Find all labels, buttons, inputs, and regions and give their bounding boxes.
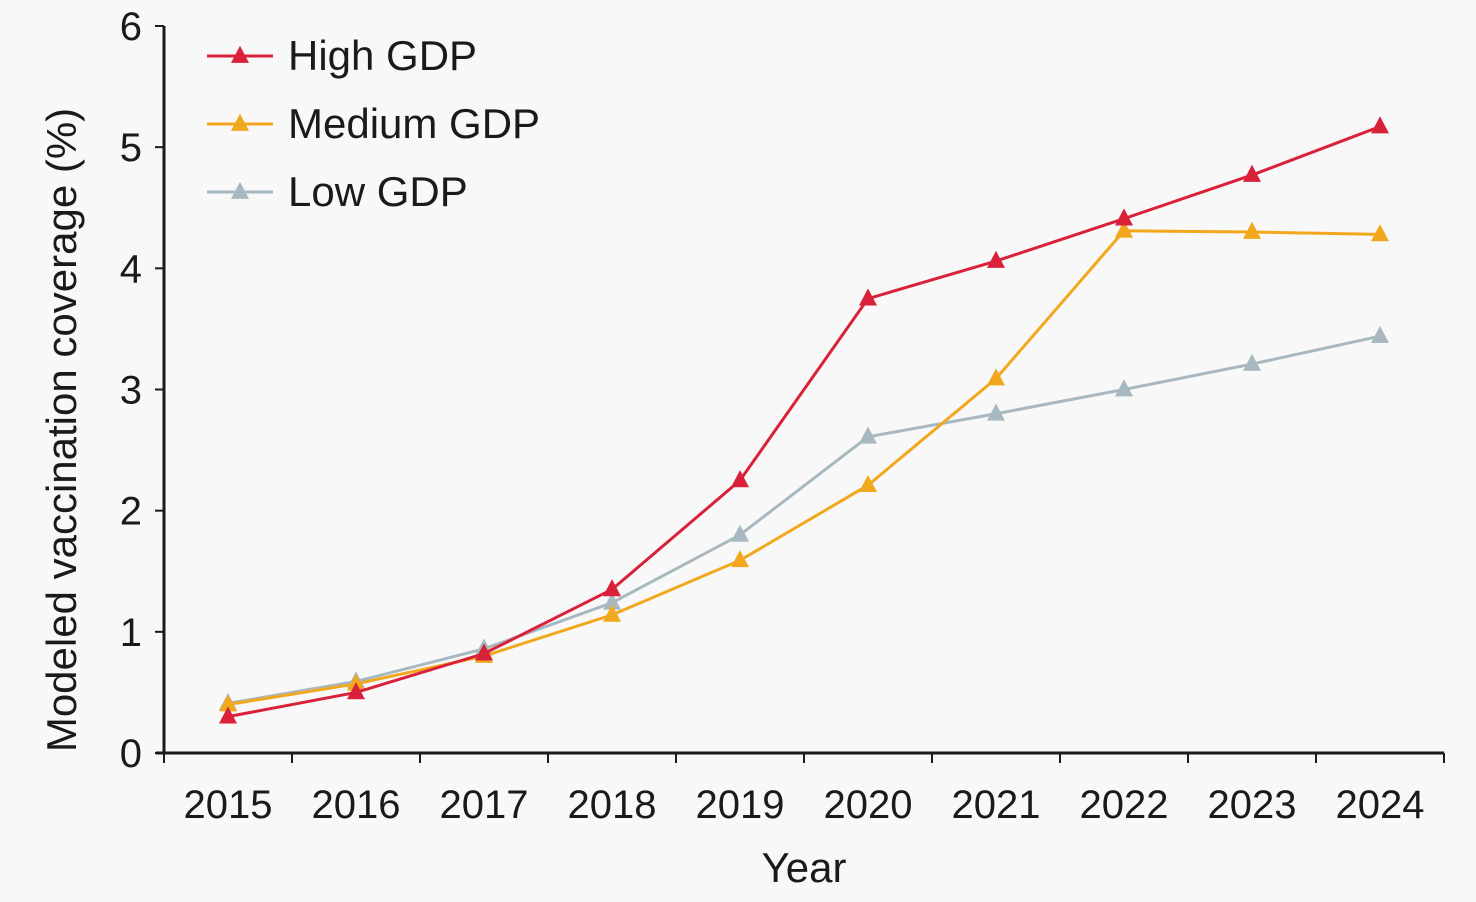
data-point-medium-gdp: [1243, 221, 1261, 239]
x-tick-label: 2022: [1080, 783, 1169, 827]
legend-label: High GDP: [288, 32, 477, 79]
legend-label: Low GDP: [288, 168, 468, 215]
series-low-gdp: [219, 325, 1389, 711]
x-tick-label: 2024: [1336, 783, 1425, 827]
data-point-low-gdp: [859, 426, 877, 444]
y-tick-label: 0: [120, 732, 142, 776]
series-line-high-gdp: [227, 125, 1381, 719]
data-point-high-gdp: [987, 250, 1005, 268]
x-tick-label: 2018: [568, 783, 657, 827]
data-point-high-gdp: [1243, 164, 1261, 182]
y-tick-label: 4: [120, 247, 142, 291]
data-point-high-gdp: [1115, 208, 1133, 226]
data-point-medium-gdp: [603, 604, 621, 622]
data-point-high-gdp: [731, 470, 749, 488]
x-axis-title: Year: [762, 844, 847, 891]
y-tick-label: 1: [120, 611, 142, 655]
data-point-high-gdp: [475, 643, 493, 661]
series-medium-gdp: [219, 220, 1389, 712]
y-axis-title: Modeled vaccination coverage (%): [38, 108, 85, 752]
data-point-low-gdp: [1243, 353, 1261, 371]
series-line-low-gdp: [227, 334, 1381, 705]
data-point-low-gdp: [731, 524, 749, 542]
data-point-medium-gdp: [219, 694, 237, 712]
series-layer: [219, 116, 1389, 724]
y-tick-label: 3: [120, 369, 142, 413]
legend-marker-icon: [231, 181, 249, 199]
x-tick-label: 2023: [1208, 783, 1297, 827]
x-tick-label: 2021: [952, 783, 1041, 827]
data-point-low-gdp: [987, 403, 1005, 421]
data-point-low-gdp: [1371, 325, 1389, 344]
data-point-high-gdp: [603, 579, 621, 597]
y-tick-label: 2: [120, 490, 142, 534]
legend-item-low-gdp: Low GDP: [207, 168, 468, 215]
legend-marker-icon: [231, 113, 249, 131]
series-high-gdp: [219, 116, 1389, 724]
x-tick-label: 2019: [696, 783, 785, 827]
legend-marker-icon: [231, 45, 249, 63]
x-tick-label: 2015: [184, 783, 273, 827]
x-tick-label: 2016: [312, 783, 401, 827]
series-line-medium-gdp: [227, 229, 1381, 707]
data-point-medium-gdp: [1115, 220, 1133, 238]
data-point-high-gdp: [859, 288, 877, 306]
x-tick-label: 2017: [440, 783, 529, 827]
data-point-low-gdp: [1115, 379, 1133, 397]
y-tick-label: 5: [120, 126, 142, 170]
legend-item-high-gdp: High GDP: [207, 32, 477, 79]
legend-label: Medium GDP: [288, 100, 540, 147]
data-point-medium-gdp: [859, 474, 877, 493]
axes: 0 1 2 3 4 5 6 2015 2016 2017 2018 2019 2020 2021 2022 2…: [120, 5, 1445, 827]
data-point-high-gdp: [219, 706, 237, 724]
data-point-high-gdp: [347, 682, 365, 700]
legend: High GDP Medium GDP Low GDP: [207, 32, 540, 215]
data-point-high-gdp: [1371, 116, 1389, 134]
data-point-medium-gdp: [1371, 224, 1389, 242]
data-point-medium-gdp: [987, 368, 1005, 386]
y-tick-label: 6: [120, 5, 142, 49]
x-tick-label: 2020: [824, 783, 913, 827]
data-point-medium-gdp: [731, 550, 749, 568]
data-point-low-gdp: [603, 592, 621, 610]
legend-item-medium-gdp: Medium GDP: [207, 100, 540, 147]
